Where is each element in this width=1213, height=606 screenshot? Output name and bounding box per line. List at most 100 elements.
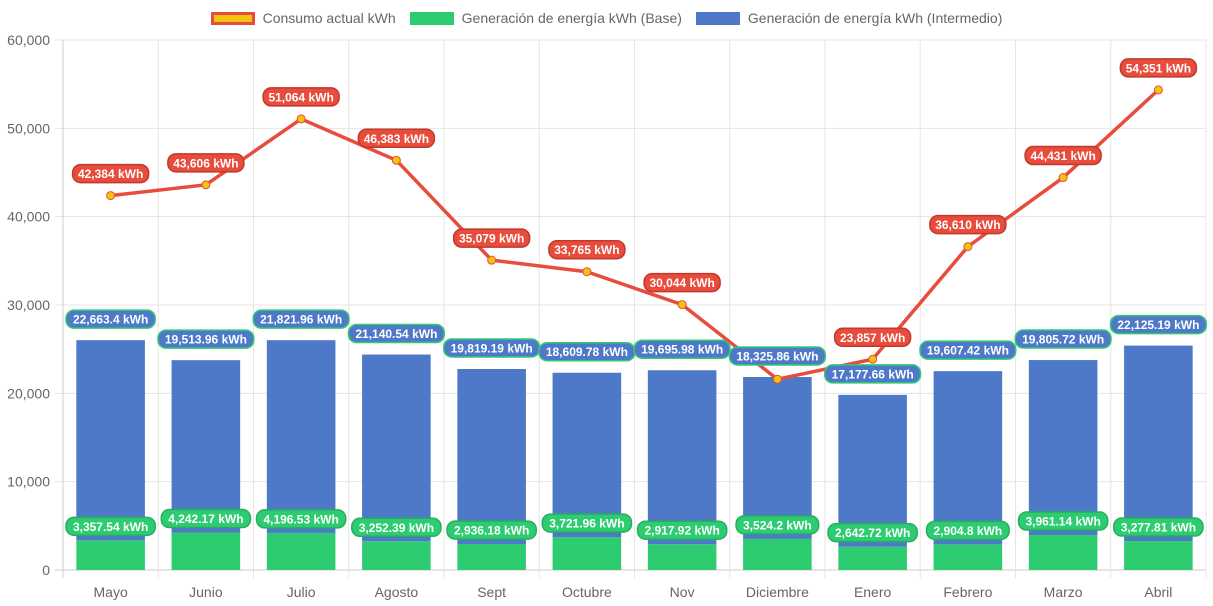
base-data-label-box [925, 520, 1010, 541]
consumo-point [1058, 173, 1068, 183]
base-data-label: 4,242.17 kWh [160, 508, 252, 529]
consumo-data-label-text: 23,857 kWh [840, 331, 905, 345]
x-tick-label: Agosto [375, 584, 419, 600]
consumo-data-label: 36,610 kWh [929, 214, 1007, 235]
consumo-data-label-box [71, 163, 150, 184]
bar-intermedio [552, 372, 622, 538]
bar-base [933, 544, 1003, 570]
intermedio-data-label-text: 19,805.72 kWh [1022, 333, 1104, 347]
y-tick-label: 40,000 [7, 209, 50, 225]
consumo-data-label: 51,064 kWh [262, 87, 340, 107]
intermedio-data-label-text: 17,177.66 kWh [832, 367, 914, 381]
consumo-point [106, 191, 116, 201]
intermedio-data-label: 19,805.72 kWh [1014, 329, 1112, 349]
x-tick-label: Nov [670, 584, 695, 600]
base-data-label-text: 3,277.81 kWh [1121, 521, 1196, 535]
label-layer: 3,357.54 kWh 4,242.17 kWh 4,196.53 kWh 3,25… [65, 58, 1208, 543]
intermedio-data-label-text: 18,609.78 kWh [546, 345, 628, 359]
intermedio-data-label-box [252, 309, 350, 329]
intermedio-data-label-text: 21,140.54 kWh [355, 327, 437, 341]
base-data-label: 2,904.8 kWh [925, 520, 1010, 541]
intermedio-data-label-box [157, 329, 255, 349]
base-data-label-box [636, 520, 728, 540]
base-data-label: 4,196.53 kWh [255, 509, 347, 529]
legend-swatch-intermedio [695, 11, 740, 25]
bar-intermedio [647, 370, 717, 545]
consumo-point [868, 354, 878, 364]
base-data-label-text: 4,242.17 kWh [168, 512, 243, 526]
base-data-label-text: 2,917.92 kWh [644, 524, 719, 538]
base-data-label: 2,917.92 kWh [636, 520, 728, 540]
base-data-label: 3,277.81 kWh [1113, 517, 1204, 537]
y-tick-label: 20,000 [7, 385, 50, 401]
consumo-data-label-text: 35,079 kWh [459, 232, 524, 246]
consumo-data-label-box [167, 153, 245, 173]
consumo-data-label-text: 42,384 kWh [78, 167, 143, 181]
y-tick-label: 60,000 [7, 32, 50, 48]
legend-item-base[interactable]: Generación de energía kWh (Base) [409, 10, 682, 26]
y-tick-label: 50,000 [7, 120, 50, 136]
intermedio-data-label: 22,125.19 kWh [1109, 314, 1208, 335]
consumo-point [201, 180, 211, 190]
bar-base [457, 544, 526, 570]
intermedio-data-label-box [823, 364, 922, 384]
consumo-data-label: 33,765 kWh [548, 239, 626, 260]
consumo-data-label-box [452, 228, 531, 248]
intermedio-data-label-text: 19,819.19 kWh [451, 341, 533, 355]
consumo-data-label-box [643, 272, 721, 293]
consumo-data-label-text: 36,610 kWh [935, 218, 1000, 232]
consumo-data-label-text: 33,765 kWh [554, 243, 619, 257]
legend-item-consumo[interactable]: Consumo actual kWh [210, 10, 396, 26]
legend-swatch-base [409, 11, 454, 25]
intermedio-data-label-box [1109, 314, 1208, 335]
bar-intermedio [743, 376, 812, 539]
consumo-point [1153, 85, 1163, 95]
y-tick-label: 0 [42, 562, 50, 578]
bar-base [647, 544, 717, 570]
consumo-data-label-text: 46,383 kWh [364, 132, 429, 146]
intermedio-data-label: 19,513.96 kWh [157, 329, 255, 349]
consumo-line [110, 88, 1160, 381]
legend-label-consumo: Consumo actual kWh [262, 10, 396, 26]
intermedio-data-label-text: 19,607.42 kWh [927, 344, 1009, 358]
bar-base [552, 537, 622, 570]
intermedio-data-label-box [919, 340, 1017, 360]
base-data-label-box [65, 516, 156, 537]
intermedio-data-label: 22,663.4 kWh [65, 309, 156, 329]
intermedio-data-label-text: 19,695.98 kWh [641, 343, 723, 357]
base-data-label-box [1017, 511, 1109, 531]
base-data-label: 3,961.14 kWh [1017, 511, 1109, 531]
x-tick-label: Sept [477, 584, 506, 600]
x-tick-label: Julio [287, 584, 316, 600]
intermedio-data-label-box [65, 309, 156, 329]
intermedio-data-label-box [728, 346, 827, 366]
legend-swatch-consumo [210, 11, 255, 25]
base-data-label: 3,721.96 kWh [541, 513, 633, 533]
base-data-label-text: 2,642.72 kWh [835, 526, 910, 540]
intermedio-data-label: 19,607.42 kWh [919, 340, 1017, 360]
intermedio-data-label: 18,609.78 kWh [538, 341, 636, 362]
consumo-data-label-box [833, 327, 912, 348]
consumo-point [582, 267, 592, 277]
base-data-label-text: 4,196.53 kWh [263, 512, 338, 526]
consumo-point [963, 242, 973, 252]
bar-intermedio [76, 340, 145, 541]
bar-intermedio [266, 340, 336, 533]
legend-item-intermedio[interactable]: Generación de energía kWh (Intermedio) [695, 10, 1002, 26]
intermedio-data-label-text: 18,325.86 kWh [736, 349, 818, 363]
bar-base [1028, 535, 1098, 570]
bar-base [171, 532, 241, 570]
grid-layer [55, 39, 1207, 578]
consumo-data-label: 42,384 kWh [71, 163, 150, 184]
base-data-label: 3,252.39 kWh [351, 517, 442, 538]
consumo-data-label-box [262, 87, 340, 107]
intermedio-data-label-text: 19,513.96 kWh [165, 333, 247, 347]
intermedio-data-label-box [1014, 329, 1112, 349]
base-data-label-box [735, 515, 820, 535]
legend-label-base: Generación de energía kWh (Base) [461, 10, 682, 26]
bar-base [76, 540, 145, 570]
base-data-label-text: 2,904.8 kWh [934, 524, 1003, 538]
consumo-data-label: 23,857 kWh [833, 327, 912, 348]
consumo-data-label: 54,351 kWh [1119, 58, 1198, 78]
base-data-label: 2,936.18 kWh [446, 520, 537, 540]
